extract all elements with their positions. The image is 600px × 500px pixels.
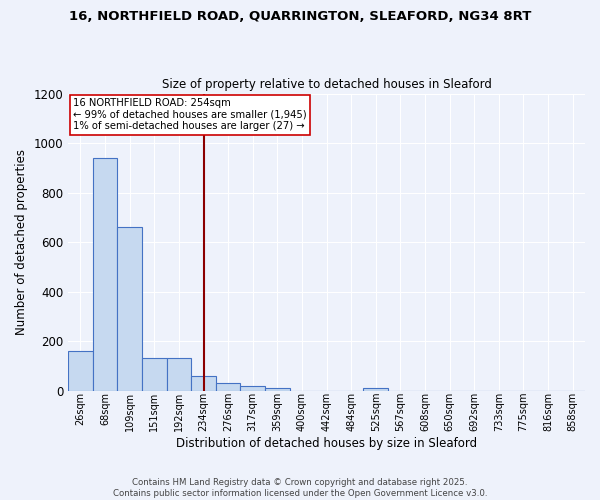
Bar	[142, 358, 167, 390]
Title: Size of property relative to detached houses in Sleaford: Size of property relative to detached ho…	[161, 78, 491, 91]
Bar	[216, 383, 241, 390]
X-axis label: Distribution of detached houses by size in Sleaford: Distribution of detached houses by size …	[176, 437, 477, 450]
Bar	[364, 388, 388, 390]
Bar	[118, 227, 142, 390]
Bar	[265, 388, 290, 390]
Bar	[191, 376, 216, 390]
Text: 16, NORTHFIELD ROAD, QUARRINGTON, SLEAFORD, NG34 8RT: 16, NORTHFIELD ROAD, QUARRINGTON, SLEAFO…	[69, 10, 531, 23]
Bar	[68, 351, 93, 391]
Bar	[241, 386, 265, 390]
Bar	[167, 358, 191, 390]
Text: Contains HM Land Registry data © Crown copyright and database right 2025.
Contai: Contains HM Land Registry data © Crown c…	[113, 478, 487, 498]
Text: 16 NORTHFIELD ROAD: 254sqm
← 99% of detached houses are smaller (1,945)
1% of se: 16 NORTHFIELD ROAD: 254sqm ← 99% of deta…	[73, 98, 307, 131]
Y-axis label: Number of detached properties: Number of detached properties	[15, 149, 28, 335]
Bar	[93, 158, 118, 390]
